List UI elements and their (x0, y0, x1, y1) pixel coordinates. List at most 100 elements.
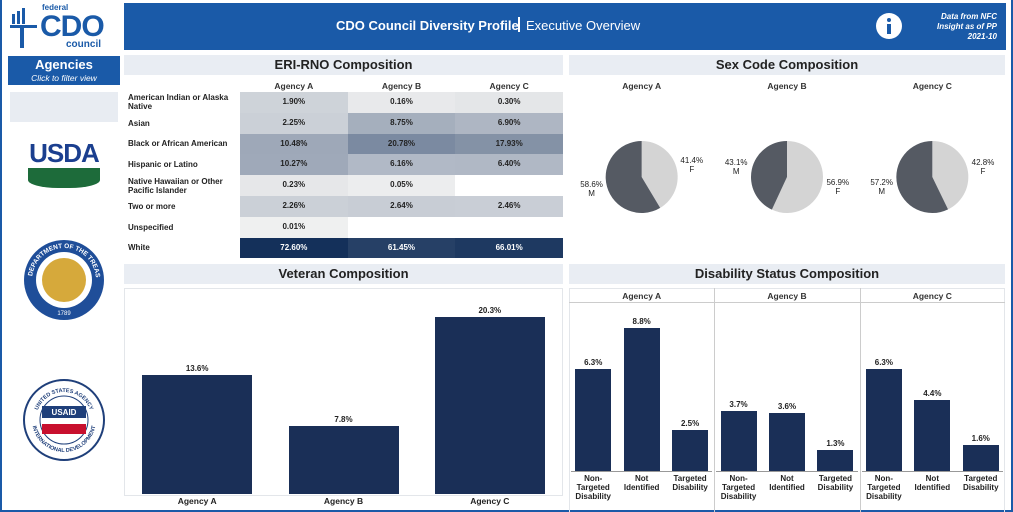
bar (142, 375, 253, 494)
heat-cell (347, 196, 456, 217)
x-tick-label: Non-Targeted Disability (720, 474, 757, 501)
pie-name: Agency B (767, 81, 807, 91)
bar-label: 7.8% (334, 414, 353, 424)
x-tick-label: Targeted Disability (817, 474, 854, 492)
heat-cell (455, 92, 563, 113)
heat-cell (240, 175, 348, 196)
facet-header: Agency B (767, 291, 807, 301)
x-tick-label: Not Identified (914, 474, 951, 492)
pie-name: Agency A (622, 81, 662, 91)
heat-cell (240, 112, 348, 134)
slice-category: F (835, 186, 841, 196)
row-label: Unspecified (128, 222, 174, 232)
slice-category: M (732, 167, 740, 177)
slice-category: M (878, 187, 885, 197)
bar (575, 368, 612, 471)
slice-label: 57.2% (870, 178, 893, 188)
row-label: Hispanic or Latino (128, 160, 198, 170)
header-bar (124, 3, 1006, 50)
panel-frame (124, 288, 563, 496)
bar-label: 13.6% (185, 364, 209, 374)
heat-cell (455, 133, 563, 155)
logo-top: federal (42, 3, 69, 12)
cell-label: 0.23% (282, 180, 306, 190)
x-tick-label: Targeted Disability (962, 474, 999, 492)
filter-box[interactable] (10, 92, 118, 122)
cell-label: 17.93% (495, 138, 523, 148)
panel-frame (569, 288, 1005, 512)
row-label: American Indian or Alaska Native (128, 93, 229, 112)
bar-label: 2.5% (680, 419, 700, 429)
x-tick-label: Non-Targeted Disability (866, 474, 902, 501)
pie-name: Agency C (912, 81, 952, 91)
note-line: Insight as of PP (936, 22, 997, 31)
facet-rule (569, 302, 715, 303)
bar (672, 430, 709, 471)
cell-label: 0.30% (497, 97, 521, 106)
x-tick-label: Not Identified (769, 474, 805, 492)
heat-cell (240, 154, 348, 176)
info-icon[interactable] (876, 13, 902, 39)
heat-cell (347, 154, 456, 176)
bar (962, 445, 999, 471)
cell-label: 8.75% (390, 117, 413, 127)
slice-label: 43.1% (724, 158, 748, 168)
slice-label: 41.4% (680, 155, 704, 165)
facet-header: Agency A (622, 291, 662, 301)
cell-label: 1.90% (282, 97, 306, 106)
bar-label: 6.3% (584, 357, 603, 367)
sidebar-hint: Click to filter view (31, 73, 97, 83)
x-tick-label: Not Identified (623, 474, 660, 492)
heat-cell (240, 216, 348, 238)
header-title: CDO Council Diversity Profile (336, 18, 519, 33)
row-label: Native Hawaiian or Other Pacific Islande… (128, 176, 223, 195)
x-tick-label: Agency B (323, 496, 364, 506)
usda-logo[interactable]: USDA (29, 138, 100, 168)
agencies-filter[interactable] (8, 56, 120, 85)
slice-label: 56.9% (826, 177, 850, 187)
note-line: 2021-10 (967, 32, 997, 41)
sidebar-title: Agencies (35, 57, 93, 72)
bar-label: 1.6% (971, 434, 990, 443)
cell-label: 10.48% (280, 138, 308, 148)
logo-main: CDO (40, 10, 105, 43)
logo-bottom: council (66, 39, 102, 50)
heat-cell (347, 237, 456, 259)
heat-cell (240, 237, 348, 259)
x-tick-label: Targeted Disability (672, 474, 708, 492)
bar-label: 3.7% (729, 399, 748, 409)
bar (288, 425, 399, 494)
x-tick-label: Agency C (470, 496, 510, 506)
slice-category: M (588, 189, 595, 199)
cell-label: 0.05% (390, 180, 413, 190)
bar-label: 1.3% (826, 438, 845, 448)
heat-cell (455, 112, 563, 134)
bar-label: 8.8% (632, 317, 651, 326)
cell-label: 10.27% (280, 159, 308, 169)
slice-category: F (689, 164, 695, 174)
facet-header: Agency C (912, 291, 952, 301)
cell-label: 2.25% (282, 117, 306, 127)
row-label: White (128, 243, 150, 253)
row-label: Two or more (128, 201, 176, 211)
cell-label: 2.64% (390, 201, 413, 210)
heat-cell (455, 196, 563, 217)
bar (434, 317, 545, 494)
info-stem (887, 24, 891, 34)
bar (865, 368, 902, 471)
cell-label: 6.40% (497, 159, 521, 169)
heat-cell (347, 112, 456, 134)
slice-label: 42.8% (971, 157, 995, 167)
heat-cell (347, 133, 456, 155)
row-label: Asian (128, 118, 150, 128)
heat-cell (240, 133, 348, 155)
cell-label: 0.16% (390, 97, 413, 106)
cell-label: 6.90% (497, 117, 521, 127)
bar-label: 20.3% (478, 306, 502, 315)
cell-label: 20.78% (387, 138, 416, 148)
row-label: Black or African American (128, 139, 228, 149)
header-subtitle: Executive Overview (526, 18, 641, 33)
bar-label: 6.3% (874, 357, 893, 367)
note-line: Data from NFC (940, 12, 997, 21)
